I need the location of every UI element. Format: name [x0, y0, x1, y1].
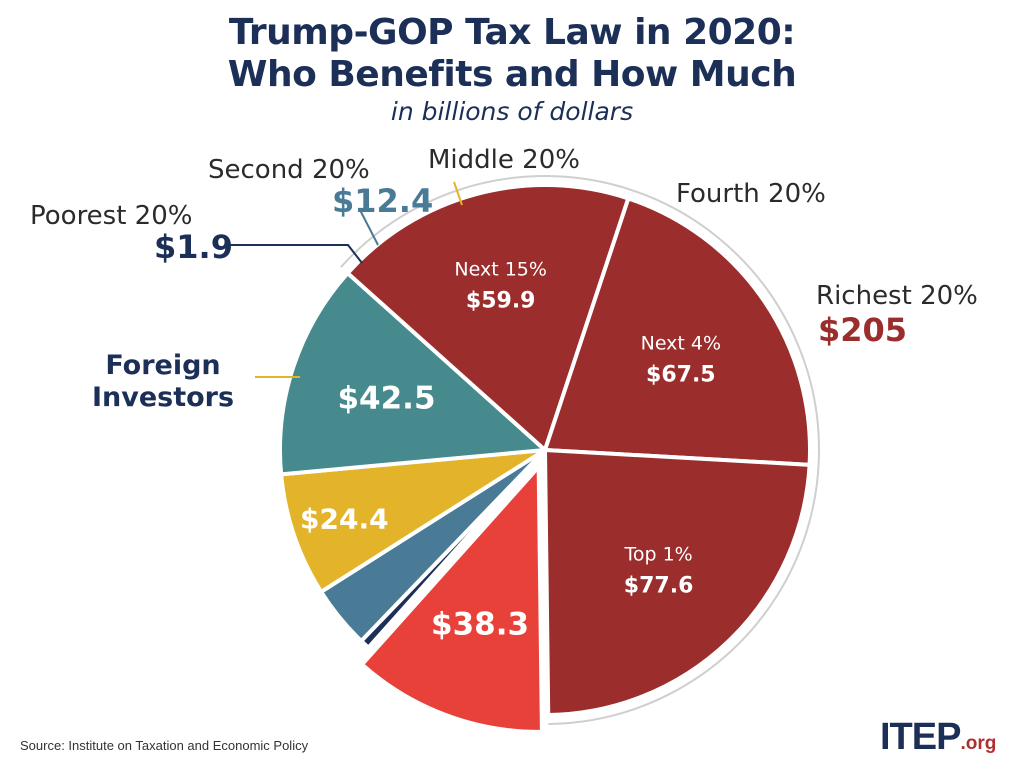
pie-slice-middle-20 — [279, 448, 547, 594]
category-label-middle-20: Middle 20% — [428, 145, 580, 175]
slice-value-next-15: $59.9 — [466, 289, 536, 314]
category-label-foreign-investors-2: Investors — [92, 382, 234, 413]
slice-label-top-1: Top 1% — [623, 544, 692, 566]
category-value-second-20: $12.4 — [332, 182, 433, 220]
slice-value-middle-20: $24.4 — [300, 502, 389, 535]
category-label-poorest-20: Poorest 20% — [30, 201, 192, 231]
category-value-poorest-20: $1.9 — [154, 228, 233, 266]
pie-slice-foreign-investors — [360, 464, 544, 734]
slice-value-next-4: $67.5 — [646, 363, 716, 388]
source-note: Source: Institute on Taxation and Econom… — [20, 738, 309, 753]
leader-line-middle-20 — [453, 181, 463, 206]
leader-line-poorest-20 — [230, 244, 363, 264]
category-label-foreign-investors-1: Foreign — [105, 350, 220, 381]
chart-title-line-2: Who Benefits and How Much — [227, 54, 797, 95]
slice-label-next-4: Next 4% — [641, 333, 721, 355]
leader-line-second-20 — [359, 209, 379, 246]
slice-value-fourth-20: $42.5 — [337, 381, 435, 417]
chart-title-line-1: Trump-GOP Tax Law in 2020: — [228, 12, 796, 53]
category-label-fourth-20: Fourth 20% — [676, 179, 826, 209]
pie-slice-next-15 — [345, 183, 631, 452]
pie-slice-top-1 — [543, 448, 812, 717]
logo-main-text: ITEP — [880, 716, 961, 758]
group-label-richest-20: Richest 20% — [816, 281, 978, 311]
itep-logo: ITEP.org — [880, 716, 996, 759]
chart-subtitle: in billions of dollars — [390, 97, 634, 126]
pie-slice-next-4 — [543, 196, 812, 467]
slice-label-next-15: Next 15% — [454, 259, 547, 281]
category-label-second-20: Second 20% — [208, 155, 370, 185]
group-divider-next-4 — [544, 200, 629, 451]
group-value-richest-20: $205 — [818, 311, 907, 349]
slice-value-foreign-investors: $38.3 — [431, 606, 529, 642]
logo-suffix-text: .org — [960, 733, 997, 754]
slice-value-top-1: $77.6 — [624, 574, 694, 599]
title-block: Trump-GOP Tax Law in 2020: Who Benefits … — [0, 12, 1024, 128]
pie-slice-fourth-20 — [278, 271, 547, 477]
group-bracket-arc — [340, 175, 820, 725]
group-divider-top-1 — [544, 449, 808, 466]
